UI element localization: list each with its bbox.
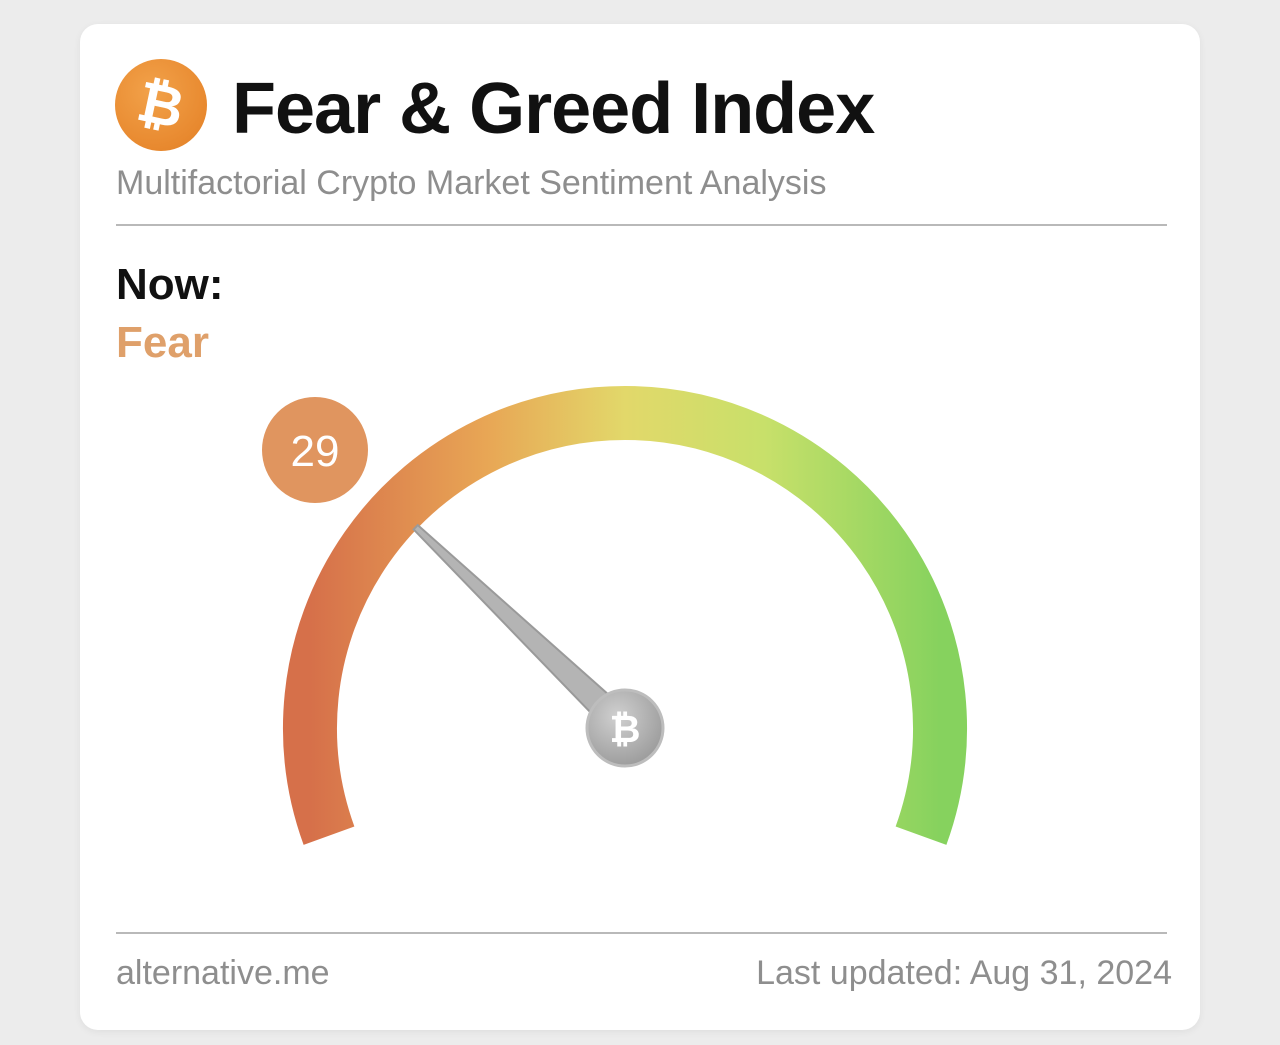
value-badge xyxy=(262,397,368,503)
gauge-arc xyxy=(283,385,967,845)
bitcoin-logo-icon: ₿ xyxy=(115,59,207,151)
last-updated: Last updated: Aug 31, 2024 xyxy=(756,954,1172,992)
now-label: Now: xyxy=(116,260,224,309)
gauge-hub xyxy=(585,688,665,768)
sentiment-gauge: ₿ 29 xyxy=(262,385,967,845)
gauge-hub-bitcoin-icon: ₿ xyxy=(610,707,641,751)
page-subtitle: Multifactorial Crypto Market Sentiment A… xyxy=(116,164,827,202)
value-badge-text: 29 xyxy=(291,427,340,476)
footer-divider xyxy=(116,932,1167,934)
source-link[interactable]: alternative.me xyxy=(116,954,330,992)
fear-greed-card: ₿ Fear & Greed Index Multifactorial Cryp… xyxy=(80,24,1200,1030)
sentiment-classification: Fear xyxy=(116,318,209,367)
page-title: Fear & Greed Index xyxy=(232,69,875,149)
header-divider xyxy=(116,224,1167,226)
